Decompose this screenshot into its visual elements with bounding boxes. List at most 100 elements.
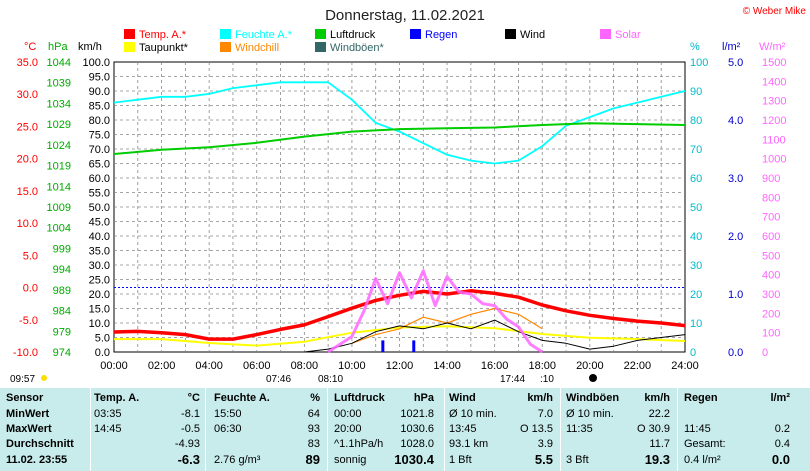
stats-hum-now: 89 bbox=[305, 452, 320, 467]
legend-swatch-6 bbox=[124, 42, 135, 52]
hpa-tick-3: 1029 bbox=[47, 119, 71, 131]
solar-tick-3: 1200 bbox=[762, 115, 786, 127]
pct-tick-0: 100 bbox=[690, 57, 708, 69]
legend-swatch-3 bbox=[410, 29, 421, 39]
hpa-tick-8: 1004 bbox=[47, 223, 71, 235]
legend-label-3: Regen bbox=[425, 29, 457, 41]
hpa-tick-10: 994 bbox=[53, 264, 71, 276]
stats-rain-now: 0.0 bbox=[771, 452, 790, 467]
solar-tick-11: 400 bbox=[762, 270, 780, 282]
hpa-tick-4: 1024 bbox=[47, 140, 71, 152]
stats-press-max-time: 20:00 bbox=[334, 423, 362, 435]
pct-tick-3: 70 bbox=[690, 144, 702, 156]
stats-press-avg: 1028.0 bbox=[400, 438, 434, 450]
stats-gust-bft: 3 Bft bbox=[566, 454, 589, 466]
stats-head-sensor: Sensor bbox=[6, 392, 44, 404]
hpa-tick-1: 1039 bbox=[47, 78, 71, 90]
sunset-time: 17:44 bbox=[500, 374, 525, 385]
pct-tick-2: 80 bbox=[690, 115, 702, 127]
time-tick-4: 08:00 bbox=[291, 360, 319, 372]
kmh-tick-0: 100.0 bbox=[82, 57, 110, 69]
stats-press-min-time: 00:00 bbox=[334, 408, 362, 420]
pct-tick-4: 60 bbox=[690, 173, 702, 185]
time-tick-2: 04:00 bbox=[195, 360, 223, 372]
temp-tick-5: 10.0 bbox=[17, 218, 38, 230]
time-tick-6: 12:00 bbox=[386, 360, 414, 372]
legend-swatch-8 bbox=[315, 42, 326, 52]
stats-wind-now: 5.5 bbox=[534, 452, 553, 467]
legend-label-6: Taupunkt* bbox=[139, 42, 189, 54]
legend-label-8: Windböen* bbox=[330, 42, 385, 54]
kmh-tick-19: 5.0 bbox=[95, 333, 110, 345]
rain-tick-2: 3.0 bbox=[728, 173, 743, 185]
stats-gust-max: O 30.9 bbox=[636, 423, 670, 435]
stats-rain-head: Regen bbox=[684, 392, 718, 404]
pct-tick-8: 20 bbox=[690, 289, 702, 301]
temp-tick-9: -10.0 bbox=[13, 347, 38, 359]
rain-bar-1 bbox=[412, 340, 416, 352]
legend-label-2: Luftdruck bbox=[330, 29, 376, 41]
stats-rain-unit: l/m² bbox=[770, 392, 790, 404]
rain-bar-0 bbox=[381, 340, 385, 352]
solar-tick-9: 600 bbox=[762, 231, 780, 243]
rain-tick-0: 5.0 bbox=[728, 57, 743, 69]
sunrise-time: 07:46 bbox=[266, 374, 291, 385]
stats-wind-max-time: 13:45 bbox=[449, 423, 477, 435]
stats-label-min: MinWert bbox=[6, 408, 50, 420]
hpa-tick-12: 984 bbox=[53, 306, 71, 318]
stats-temp-max: -0.5 bbox=[181, 423, 200, 435]
kmh-tick-9: 55.0 bbox=[89, 188, 110, 200]
stats-temp-unit: °C bbox=[187, 392, 200, 404]
stats-press-head: Luftdruck bbox=[334, 392, 385, 404]
stats-label-now: 11.02. 23:55 bbox=[6, 454, 68, 466]
stats-temp-min-time: 03:35 bbox=[94, 408, 122, 420]
stats-gust-now: 19.3 bbox=[644, 452, 670, 467]
kmh-tick-15: 25.0 bbox=[89, 275, 110, 287]
pct-tick-6: 40 bbox=[690, 231, 702, 243]
stats-gust-avg: 11.7 bbox=[649, 438, 670, 450]
kmh-unit: km/h bbox=[78, 41, 102, 53]
temp-tick-6: 5.0 bbox=[23, 250, 38, 262]
kmh-tick-8: 60.0 bbox=[89, 173, 110, 185]
stats-press-trend: ^1.1hPa/h bbox=[334, 438, 384, 450]
stats-col-wind: Wind km/h Ø 10 min. 7.0 13:45 O 13.5 93.… bbox=[449, 388, 553, 471]
hpa-unit: hPa bbox=[48, 41, 68, 53]
solar-tick-14: 100 bbox=[762, 328, 780, 340]
stats-wind-distance: 93.1 km bbox=[449, 438, 489, 450]
chart-series bbox=[113, 81, 686, 354]
pct-unit: % bbox=[690, 41, 700, 53]
rain-tick-3: 2.0 bbox=[728, 231, 743, 243]
stats-col-gust: Windböen km/h Ø 10 min. 22.2 11:35 O 30.… bbox=[566, 388, 670, 471]
kmh-tick-18: 10.0 bbox=[89, 318, 110, 330]
time-tick-8: 16:00 bbox=[481, 360, 509, 372]
sun-times: 09:57 07:46 08:10 17:44:10 bbox=[10, 374, 597, 385]
stats-hum-abs: 2.76 g/m³ bbox=[214, 454, 261, 466]
temp-unit: °C bbox=[24, 41, 36, 53]
hpa-tick-5: 1019 bbox=[47, 161, 71, 173]
solar-tick-7: 800 bbox=[762, 192, 780, 204]
kmh-tick-13: 35.0 bbox=[89, 246, 110, 258]
stats-press-max: 1030.6 bbox=[400, 423, 434, 435]
stats-hum-min: 64 bbox=[307, 408, 320, 420]
time-tick-7: 14:00 bbox=[433, 360, 461, 372]
solar-tick-15: 0 bbox=[762, 347, 768, 359]
sunrise-left: 09:57 bbox=[10, 374, 35, 385]
stats-temp-now: -6.3 bbox=[177, 452, 200, 467]
axes: °C hPa km/h% l/m² W/m² 35.0 30.0 25.0 20.0 15.0 10… bbox=[13, 41, 787, 372]
temp-tick-4: 15.0 bbox=[17, 186, 38, 198]
legend-label-4: Wind bbox=[520, 29, 545, 41]
solar-tick-8: 700 bbox=[762, 212, 780, 224]
stats-rain-max: 0.2 bbox=[774, 423, 790, 435]
sunset-time2: :10 bbox=[540, 374, 554, 385]
kmh-tick-6: 70.0 bbox=[89, 144, 110, 156]
solar-tick-2: 1300 bbox=[762, 96, 786, 108]
sun-icon bbox=[41, 375, 47, 381]
stats-col-humidity: Feuchte A. % 15:50 64 06:30 93 83 2.76 g… bbox=[214, 388, 320, 471]
stats-col-pressure: Luftdruck hPa 00:00 1021.8 20:00 1030.6 … bbox=[334, 388, 434, 471]
stats-rain-max-time: 11:45 bbox=[684, 423, 711, 435]
stats-wind-min: 7.0 bbox=[537, 408, 553, 420]
stats-hum-head: Feuchte A. bbox=[214, 392, 270, 404]
stats-hum-avg: 83 bbox=[307, 438, 320, 450]
hpa-tick-9: 999 bbox=[53, 243, 71, 255]
legend: Temp. A.* Feuchte A.* Luftdruck Regen Wind So… bbox=[124, 29, 641, 54]
